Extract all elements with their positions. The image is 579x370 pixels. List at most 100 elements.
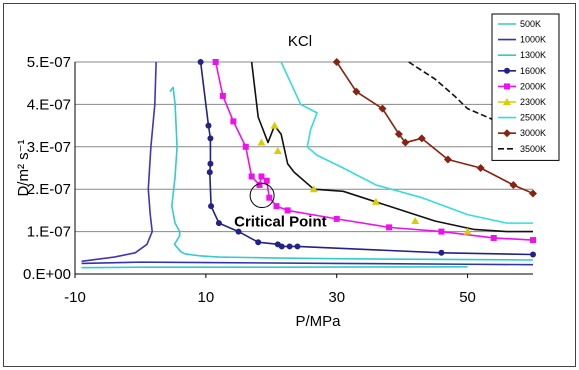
data-point — [394, 130, 403, 139]
series-line — [81, 261, 534, 266]
y-tick-label: 5.E-07 — [27, 54, 71, 71]
data-point — [270, 121, 279, 129]
legend-item: 3500K — [498, 144, 546, 154]
data-point — [197, 59, 204, 65]
data-point — [273, 147, 282, 155]
data-point — [352, 87, 361, 96]
chart-frame — [3, 3, 576, 367]
series-line — [336, 61, 534, 195]
data-point — [256, 181, 263, 188]
legend-item: 2300K — [498, 97, 546, 107]
x-axis-label: P/MPa — [295, 313, 341, 330]
legend: 500K 1000K 1300K 1600K 2000K 2300K 2500K 3000K 3… — [491, 13, 560, 161]
data-point — [504, 83, 510, 90]
series-1600k — [197, 59, 536, 258]
series-1000k — [81, 61, 157, 263]
legend-label: 500K — [520, 19, 541, 29]
data-point — [255, 239, 262, 246]
y-axis-label: D/m² s⁻¹ — [15, 139, 32, 196]
data-point — [258, 173, 265, 180]
data-point — [332, 58, 341, 66]
data-point — [309, 185, 318, 193]
legend-label: 2500K — [520, 113, 546, 123]
data-point — [438, 249, 445, 256]
series-2500k — [280, 61, 533, 224]
data-point — [219, 92, 226, 99]
data-point — [504, 67, 510, 74]
annotation-group: Critical Point — [234, 183, 327, 231]
data-point — [401, 138, 410, 147]
legend-label: 1300K — [520, 50, 546, 60]
series-2300k_pts — [257, 121, 472, 235]
data-point — [235, 228, 242, 235]
series-3000k — [332, 58, 537, 198]
gridlines — [75, 61, 533, 233]
data-point — [476, 164, 485, 172]
data-point — [278, 243, 285, 250]
series-line — [81, 61, 157, 263]
data-point — [208, 203, 215, 210]
x-tick-label: 30 — [328, 289, 345, 306]
data-point — [286, 243, 293, 250]
y-tick-label: 2.E-07 — [27, 181, 71, 198]
series-group — [81, 58, 537, 269]
series-1000k — [81, 261, 534, 266]
data-point — [207, 160, 214, 167]
x-tick-label: 10 — [198, 289, 215, 306]
series-2000k — [212, 59, 536, 244]
legend-item: 1600K — [498, 66, 546, 76]
legend-item: 2000K — [498, 81, 546, 91]
series-1300k — [169, 86, 534, 261]
data-point — [206, 169, 213, 176]
series-line — [81, 265, 468, 269]
data-point — [503, 129, 511, 138]
series-line — [280, 61, 533, 224]
data-point — [503, 98, 511, 105]
legend-label: 1000K — [520, 35, 546, 45]
data-point — [242, 143, 249, 150]
data-point — [463, 227, 472, 235]
legend-item: 3000K — [498, 128, 546, 138]
y-tick-label: 1.E-07 — [27, 224, 71, 241]
data-point — [378, 104, 387, 113]
legend-item: 1300K — [498, 50, 546, 60]
legend-item: 500K — [498, 19, 541, 29]
legend-item: 2500K — [498, 113, 546, 123]
data-point — [248, 173, 255, 180]
data-point — [266, 194, 273, 201]
data-point — [207, 135, 214, 142]
data-point — [386, 224, 393, 231]
y-tick-label: 4.E-07 — [27, 96, 71, 113]
legend-label: 2000K — [520, 81, 546, 91]
x-tick-label: 50 — [459, 289, 476, 306]
data-point — [411, 217, 420, 224]
data-point — [443, 155, 452, 164]
data-point — [530, 237, 536, 244]
data-point — [205, 122, 212, 129]
data-point — [371, 197, 380, 205]
data-point — [263, 177, 270, 184]
legend-label: 3000K — [520, 128, 546, 138]
x-tick-label: -10 — [64, 289, 86, 306]
data-point — [529, 189, 537, 198]
data-point — [230, 118, 237, 125]
legend-label: 3500K — [520, 144, 546, 154]
series-line — [214, 61, 534, 241]
chart-title: KCl — [288, 33, 312, 50]
legend-label: 2300K — [520, 97, 546, 107]
data-point — [530, 251, 536, 258]
data-point — [438, 228, 445, 235]
y-tick-label: 0.E+00 — [23, 266, 71, 283]
series-500k — [81, 265, 468, 269]
series-line — [169, 86, 534, 261]
data-point — [215, 220, 222, 227]
data-point — [257, 138, 266, 146]
data-point — [284, 207, 291, 214]
data-point — [417, 134, 426, 143]
critical-point-label: Critical Point — [234, 214, 327, 231]
data-point — [333, 215, 340, 222]
legend-item: 1000K — [498, 35, 546, 45]
data-point — [294, 243, 301, 250]
data-point — [490, 234, 497, 241]
